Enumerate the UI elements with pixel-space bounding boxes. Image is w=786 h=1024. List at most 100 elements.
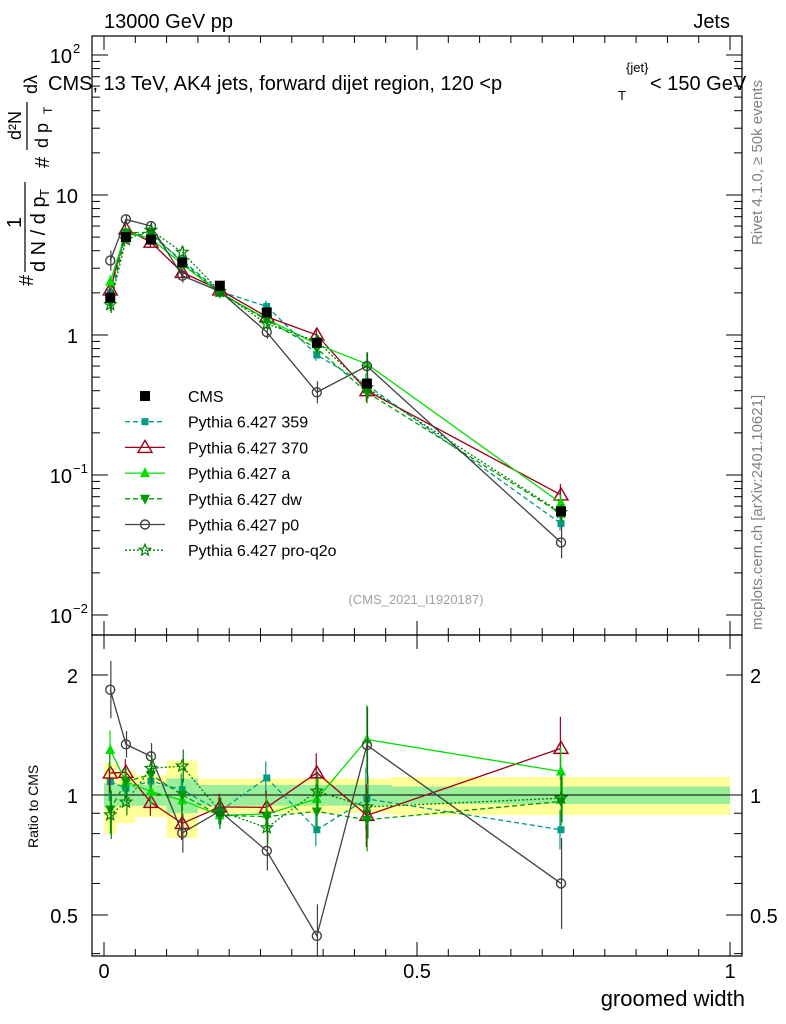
ylabel-dpt-sub: T: [41, 106, 55, 114]
series-point-ratio-4-8: [555, 878, 567, 889]
series-line-main-5: [109, 229, 562, 514]
series-point-ratio-0-5: [263, 774, 271, 782]
series-point-ratio-3-1: [120, 777, 131, 788]
y-tick-label-base-1: 10: [56, 186, 78, 208]
header-right: Jets: [693, 11, 730, 33]
legend-label-3: Pythia 6.427 a: [188, 466, 290, 483]
legend: CMS Pythia 6.427 359 Pythia 6.427 370 Pythi…: [125, 389, 337, 560]
series-point-main-5-2: [143, 222, 159, 237]
series-line-ratio-5: [109, 765, 562, 829]
data-point-cms-4: [214, 280, 225, 291]
series-point-ratio-5-1: [118, 794, 134, 809]
series-point-ratio-3-7: [361, 815, 372, 826]
series-point-main-5-5: [259, 316, 275, 331]
legend-marker-6: [137, 542, 153, 557]
series-point-main-4-1: [120, 214, 132, 225]
legend-marker-0: [140, 391, 150, 401]
series-point-main-4-3: [177, 270, 188, 281]
series-point-ratio-0-8: [557, 826, 565, 834]
series-point-main-4-7: [361, 360, 373, 372]
rivet-label: Rivet 4.1.0, ≥ 50k events: [749, 80, 766, 245]
series-point-main-4-5: [261, 326, 272, 338]
ratio-ylabel: Ratio to CMS: [25, 765, 41, 848]
series-point-ratio-5-5: [259, 820, 275, 834]
y-tick-label-base-2: 1: [67, 326, 78, 348]
legend-item-6: Pythia 6.427 pro-q2o: [125, 542, 337, 560]
series-3: [105, 227, 566, 852]
series-1: [102, 220, 570, 847]
ylabel-dpt: d p: [32, 123, 52, 148]
series-point-ratio-4-5: [261, 845, 272, 857]
y-tick-label-main-2: 1: [67, 326, 78, 348]
data-point-cms-5: [261, 307, 272, 318]
y-tick-label-main-0: 10 2: [50, 41, 80, 68]
series-point-main-4-8: [555, 537, 567, 548]
header-left: 13000 GeV pp: [104, 11, 233, 33]
title-main: CMS, 13 TeV, AK4 jets, forward dijet reg…: [48, 73, 502, 95]
series-point-main-0-5: [263, 302, 271, 310]
series-point-ratio-2-2: [145, 785, 156, 796]
ylabel-dn-sub: T: [37, 189, 52, 197]
series-0: [106, 230, 565, 850]
legend-marker-3: [140, 467, 150, 478]
series-point-ratio-2-8: [555, 765, 566, 776]
y-tick-label-exp-4: −2: [73, 601, 88, 616]
data-point-cms-6: [311, 337, 322, 348]
y-axis-label-main: # d N / d p T 1 # d p T d²N dλ: [4, 75, 55, 286]
x-tick-label-1: 0.5: [403, 961, 431, 983]
y-tick-label-ratio-left-1: 1: [67, 786, 78, 808]
title-end: < 150 GeV: [650, 73, 747, 95]
series-5: [103, 222, 569, 845]
series-point-ratio-1-6: [308, 764, 326, 779]
legend-label-6: Pythia 6.427 pro-q2o: [188, 543, 337, 560]
legend-marker-1: [141, 418, 149, 426]
series-2: [105, 226, 566, 831]
series-point-ratio-4-6: [311, 930, 323, 942]
series-4: [105, 214, 567, 956]
y-tick-label-base-0: 10: [50, 46, 72, 68]
y-tick-label-main-3: 10 −1: [50, 461, 88, 488]
ylabel-d2n: d²N: [5, 111, 25, 140]
series-point-ratio-1-0: [102, 764, 119, 779]
analysis-watermark: (CMS_2021_I1920187): [348, 592, 483, 607]
y-tick-label-base-3: 10: [50, 466, 72, 488]
chart-title: CMS, 13 TeV, AK4 jets, forward dijet reg…: [48, 60, 747, 103]
series-point-ratio-3-6: [311, 807, 322, 818]
legend-label-1: Pythia 6.427 359: [188, 415, 308, 432]
series-point-ratio-4-0: [105, 684, 116, 695]
legend-marker-4: [140, 494, 150, 505]
data-point-cms-3: [177, 257, 188, 268]
series-point-ratio-3-5: [261, 812, 272, 823]
series-line-main-4: [109, 218, 562, 543]
y-tick-label-main-4: 10 −2: [50, 601, 88, 628]
ylabel-dlam: dλ: [21, 75, 41, 94]
data-point-cms-0: [105, 292, 116, 303]
y-tick-label-ratio-left-0: 2: [67, 666, 78, 688]
series-point-ratio-5-2: [143, 760, 159, 775]
ylabel-one: 1: [4, 217, 26, 228]
series-point-main-2-0: [105, 275, 116, 286]
series-point-ratio-4-7: [361, 739, 373, 751]
data-point-cms-8: [555, 506, 566, 517]
series-point-main-2-8: [555, 497, 566, 508]
legend-label-5: Pythia 6.427 p0: [188, 518, 299, 535]
data-point-cms-2: [145, 234, 156, 245]
series-point-ratio-5-6: [309, 783, 325, 798]
series-point-ratio-3-0: [105, 805, 116, 816]
ylabel-hash2: #: [32, 156, 54, 168]
series-point-ratio-2-0: [105, 743, 116, 754]
series-point-main-4-6: [311, 387, 323, 398]
legend-label-4: Pythia 6.427 dw: [188, 492, 302, 509]
x-tick-label-2: 1: [724, 961, 735, 983]
series-point-main-5-3: [174, 244, 190, 259]
series-point-ratio-3-3: [177, 791, 188, 801]
series-point-ratio-1-2: [142, 793, 160, 809]
title-sup: {jet}: [626, 60, 649, 75]
data-point-cms-7: [361, 378, 372, 389]
legend-item-4: Pythia 6.427 dw: [125, 492, 302, 509]
series-line-ratio-0: [110, 777, 562, 831]
legend-item-5: Pythia 6.427 p0: [125, 518, 299, 535]
series-point-ratio-4-1: [120, 739, 132, 750]
y-tick-label-ratio-left-2: 0.5: [50, 906, 78, 928]
